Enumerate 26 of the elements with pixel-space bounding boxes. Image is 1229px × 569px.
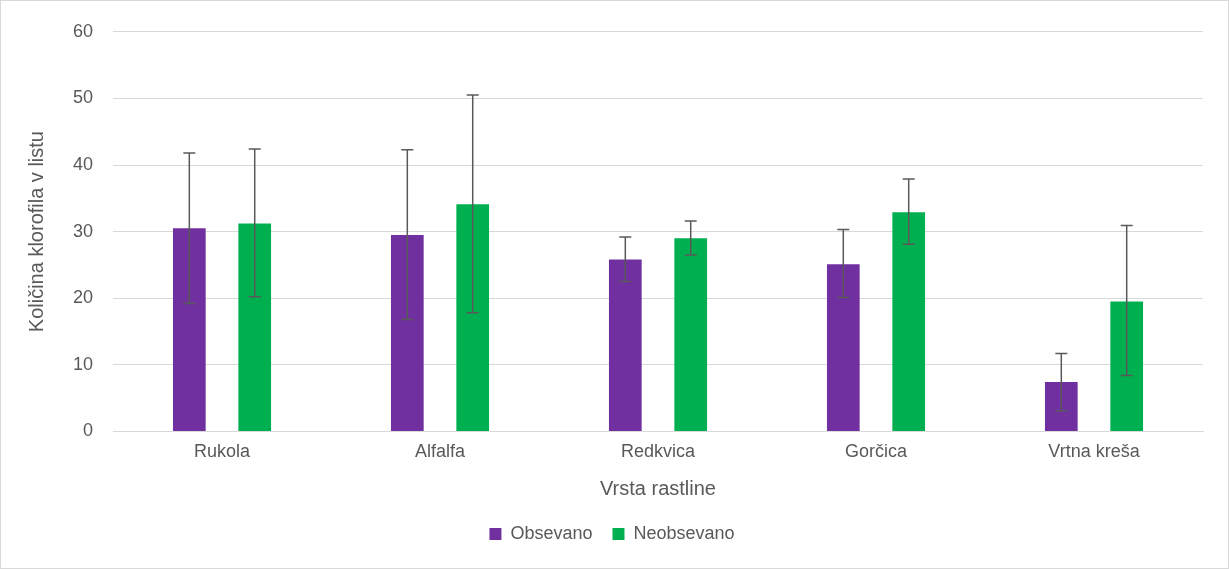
y-tick-label: 0 bbox=[83, 420, 94, 441]
x-tick-label: Redkvica bbox=[621, 441, 697, 462]
x-tick-label: Alfalfa bbox=[415, 441, 467, 462]
y-tick-label: 40 bbox=[72, 153, 94, 174]
bar bbox=[390, 234, 424, 431]
bar bbox=[826, 264, 860, 431]
x-axis-title: Vrsta rastline bbox=[600, 476, 716, 499]
legend-label: Obsevano bbox=[510, 522, 593, 543]
y-axis-title: Količina klorofila v listu bbox=[24, 131, 47, 333]
bar bbox=[892, 212, 926, 431]
y-tick-label: 30 bbox=[72, 220, 94, 241]
bar bbox=[172, 228, 206, 431]
x-tick-label: Vrtna kreša bbox=[1048, 441, 1141, 462]
bar bbox=[456, 204, 490, 431]
y-tick-label: 10 bbox=[72, 353, 94, 374]
bar bbox=[608, 259, 642, 431]
x-tick-label: Gorčica bbox=[845, 441, 908, 462]
bar bbox=[1044, 382, 1078, 431]
bar bbox=[238, 223, 272, 431]
y-tick-label: 50 bbox=[72, 87, 94, 108]
y-tick-label: 60 bbox=[72, 20, 94, 41]
bar bbox=[674, 238, 708, 431]
bar bbox=[1110, 301, 1144, 431]
y-tick-label: 20 bbox=[72, 287, 94, 308]
legend-label: Neobsevano bbox=[633, 522, 735, 543]
x-tick-label: Rukola bbox=[194, 441, 252, 462]
